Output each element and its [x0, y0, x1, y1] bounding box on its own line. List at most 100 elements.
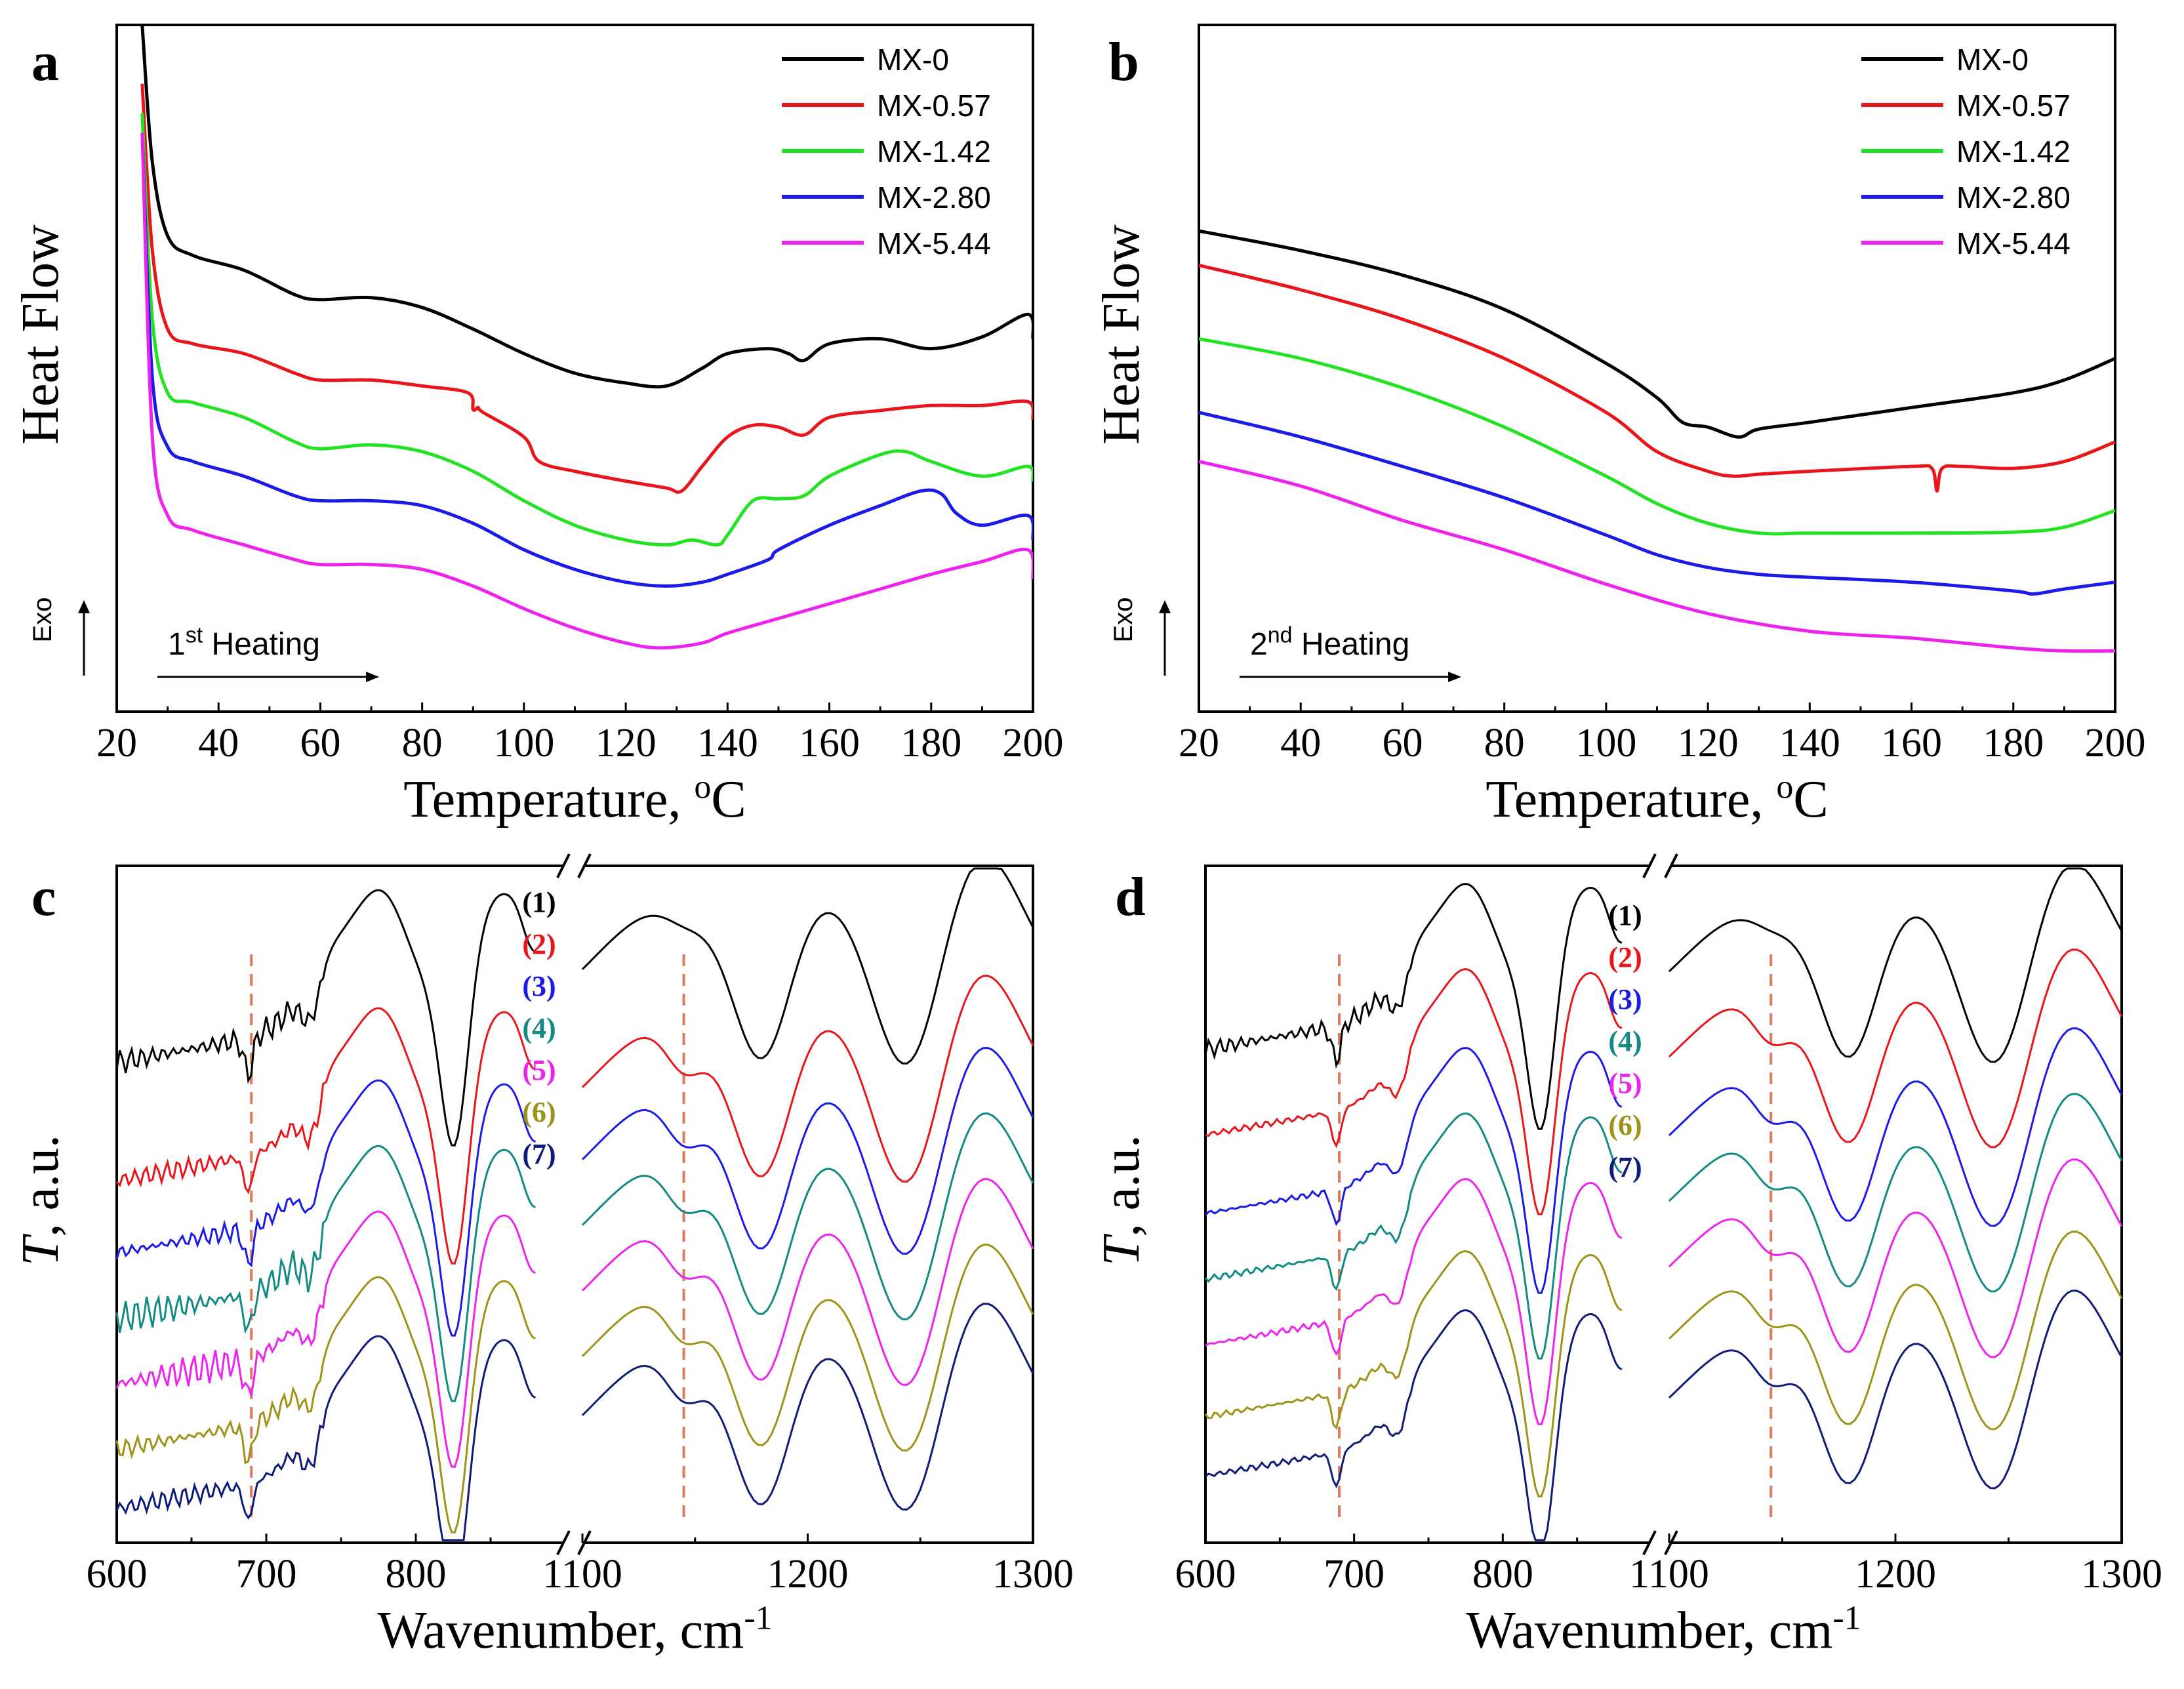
x-tick-label: 60 [300, 721, 340, 765]
x-tick-label: 120 [596, 721, 657, 765]
legend-entry: MX-1.42 [877, 134, 991, 169]
x-axis-title: Temperature, oC [1486, 768, 1828, 828]
spectrum-line-right-4 [1668, 1093, 2123, 1293]
spectrum-line-left-1 [115, 889, 536, 1147]
exo-arrow-head [78, 600, 90, 613]
heating-label: 1st Heating [168, 622, 320, 662]
x-tick-label: 1100 [542, 1552, 622, 1597]
spectrum-line-left-4 [1204, 1112, 1623, 1360]
spectrum-line-left-7 [115, 1335, 536, 1541]
x-tick-label: 1100 [1629, 1552, 1709, 1597]
spectrum-line-left-2 [1205, 968, 1623, 1215]
x-tick-label: 80 [1484, 721, 1525, 765]
spectrum-line-left-5 [115, 1210, 536, 1468]
x-tick-label: 40 [1280, 721, 1321, 765]
spectrum-line-left-6 [115, 1276, 536, 1534]
x-tick-label: 160 [799, 721, 860, 765]
legend-entry: MX-0.57 [1956, 89, 2071, 123]
series-line-MX-0 [1199, 229, 2115, 439]
spectrum-line-left-4 [115, 1145, 536, 1402]
spectrum-line-right-7 [581, 1303, 1034, 1511]
spectrum-line-right-6 [581, 1244, 1034, 1452]
x-tick-label: 60 [1382, 721, 1423, 765]
curve-label-1: (1) [522, 886, 556, 918]
x-tick-label: 200 [1003, 721, 1064, 765]
spectrum-line-right-5 [1668, 1158, 2123, 1358]
spectrum-line-right-1 [581, 867, 1034, 1065]
heating-label: 2nd Heating [1250, 622, 1409, 662]
x-tick-label: 120 [1678, 721, 1739, 765]
curve-label-5: (5) [522, 1054, 556, 1086]
exo-label: Exo [1109, 598, 1138, 643]
spectrum-line-right-1 [1668, 867, 2123, 1063]
x-tick-label: 600 [87, 1552, 148, 1597]
curve-label-2: (2) [522, 928, 556, 960]
legend-entry: MX-1.42 [1956, 134, 2071, 169]
series-line-MX-0.57 [1199, 263, 2115, 493]
x-tick-label: 100 [1575, 721, 1636, 765]
dsc-panel-a: 20 40 60 80 100 120 140 160 180 200 Temperature, o… [12, 24, 1064, 828]
x-tick-label: 20 [96, 721, 137, 765]
x-axis-title: Temperature, oC [403, 768, 746, 828]
spectrum-line-left-5 [1205, 1178, 1623, 1425]
series-line-MX-5.44 [1199, 460, 2115, 653]
legend-entry: MX-5.44 [1956, 226, 2071, 260]
heating-arrow-head [1448, 672, 1461, 682]
series-line-MX-5.44 [140, 132, 1033, 650]
x-tick-label: 140 [697, 721, 758, 765]
x-tick-label: 40 [198, 721, 239, 765]
series-line-MX-0 [140, 25, 1033, 389]
x-tick-label: 20 [1179, 721, 1219, 765]
spectrum-line-right-4 [581, 1112, 1034, 1320]
axis-break-slash [577, 1530, 592, 1555]
x-tick-label: 800 [1472, 1552, 1533, 1597]
x-tick-label: 1300 [992, 1552, 1074, 1597]
x-tick-label: 180 [900, 721, 961, 765]
panel-letter: b [1108, 31, 1139, 92]
dsc-panel-b: 20 40 60 80 100 120 140 160 180 200 Temperature, o… [1093, 24, 2146, 828]
x-tick-label: 180 [1983, 721, 2044, 765]
legend-entry: MX-0 [1956, 43, 2029, 77]
x-tick-label: 700 [1324, 1552, 1385, 1597]
spectrum-line-left-3 [115, 1079, 536, 1337]
y-axis-title: Heat Flow [1093, 224, 1150, 445]
y-axis-title: Heat Flow [12, 224, 70, 445]
plot-frame [1204, 865, 2123, 1544]
x-tick-label: 800 [386, 1552, 447, 1597]
spectrum-line-left-2 [115, 1007, 536, 1265]
curve-label-6: (6) [1608, 1109, 1642, 1141]
curve-label-1: (1) [1608, 899, 1642, 931]
ftir-panel-d: 600 700 800 1100 1200 1300 Wavenumber, cm-1 T, … [1093, 853, 2162, 1659]
axis-break-slash [556, 1530, 571, 1555]
spectrum-line-right-3 [1668, 1027, 2123, 1227]
spectrum-line-right-3 [581, 1047, 1034, 1255]
axis-break-slash [556, 853, 571, 878]
x-tick-label: 200 [2085, 721, 2146, 765]
legend-entry: MX-2.80 [877, 180, 991, 214]
x-tick-label: 700 [236, 1552, 297, 1597]
curve-label-7: (7) [522, 1138, 556, 1170]
curve-label-6: (6) [522, 1096, 556, 1128]
spectrum-line-right-6 [1668, 1231, 2123, 1431]
x-tick-label: 80 [402, 721, 443, 765]
series-line-MX-2.80 [1199, 411, 2115, 596]
spectrum-line-right-5 [581, 1178, 1034, 1386]
axis-break-slash [577, 853, 592, 878]
legend-entry: MX-2.80 [1956, 180, 2071, 214]
series-line-MX-0.57 [140, 83, 1033, 494]
legend-entry: MX-0.57 [877, 89, 991, 123]
axis-break-slash [1642, 1530, 1657, 1555]
x-tick-label: 100 [493, 721, 554, 765]
curve-label-3: (3) [522, 970, 556, 1002]
spectrum-line-right-7 [1668, 1290, 2123, 1490]
panel-letter: a [31, 31, 59, 92]
panel-letter: d [1115, 866, 1146, 927]
curve-label-2: (2) [1608, 941, 1642, 973]
x-tick-label: 1200 [1855, 1552, 1936, 1597]
spectrum-line-right-2 [1668, 948, 2123, 1149]
spectrum-line-left-1 [1204, 883, 1623, 1130]
plot-frame [115, 24, 1034, 713]
x-tick-label: 1300 [2081, 1552, 2162, 1597]
x-tick-label: 140 [1779, 721, 1840, 765]
